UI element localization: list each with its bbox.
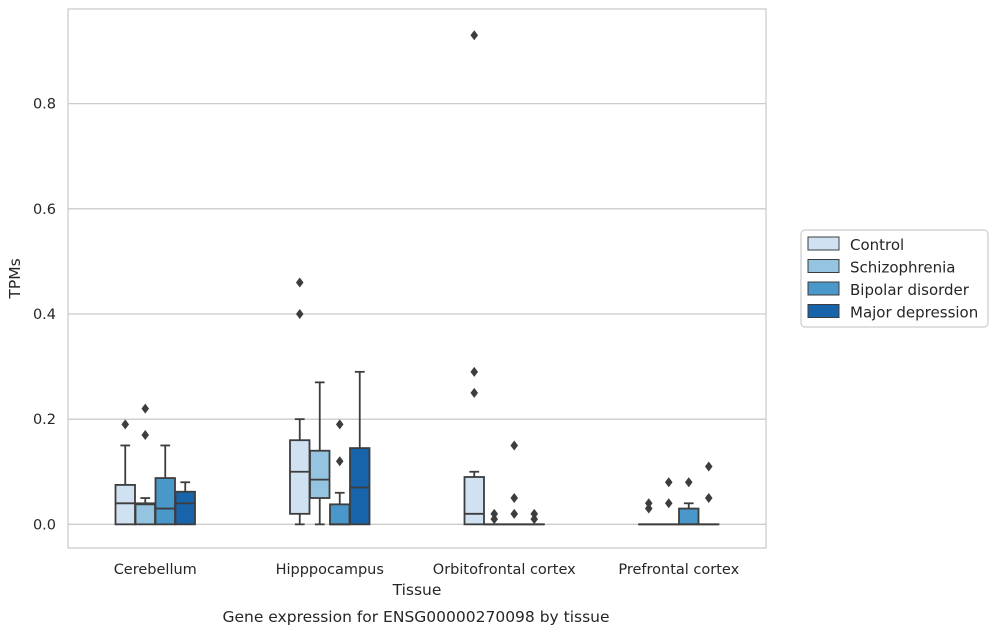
x-axis-label: Tissue	[392, 581, 442, 599]
legend-swatch	[807, 304, 840, 318]
box-0-1	[134, 403, 156, 526]
box-body	[309, 449, 331, 499]
box-0-2	[154, 444, 176, 526]
outlier-point	[664, 477, 673, 488]
legend-swatch	[807, 236, 840, 251]
x-tick-labels: Cerebellum Hipppocampus Orbitofrontal cort…	[114, 562, 740, 578]
x-tick-label: Hipppocampus	[276, 562, 384, 578]
box-1-2	[329, 419, 351, 526]
box-3-2	[678, 477, 700, 526]
chart-caption: Gene expression for ENSG00000270098 by t…	[222, 608, 609, 626]
box-2-1	[483, 508, 505, 526]
outlier-point	[470, 366, 479, 377]
outlier-point	[121, 419, 130, 430]
box-0-0	[114, 419, 136, 526]
y-tick-label: 0.6	[33, 202, 56, 218]
box-body	[154, 477, 176, 526]
outlier-point	[335, 419, 344, 430]
outlier-point	[644, 503, 653, 514]
y-tick-label: 0.2	[33, 412, 56, 428]
box-1-1	[309, 381, 331, 526]
legend-label: Bipolar disorder	[850, 281, 970, 299]
outlier-point	[664, 498, 673, 509]
outlier-point	[335, 456, 344, 467]
gridlines	[68, 103, 766, 525]
outlier-point	[295, 277, 304, 288]
boxes	[114, 30, 720, 526]
legend-item: Schizophrenia	[807, 259, 955, 277]
outlier-point	[141, 403, 150, 414]
x-tick-label: Orbitofrontal cortex	[433, 562, 576, 578]
box-body	[114, 483, 136, 526]
outlier-point	[510, 440, 519, 451]
y-tick-label: 0.8	[33, 97, 56, 113]
legend: Control Schizophrenia Bipolar disorder Majo…	[800, 229, 989, 328]
outlier-point	[141, 429, 150, 440]
outlier-point	[295, 308, 304, 319]
box-0-3	[174, 481, 196, 526]
outlier-point	[510, 508, 519, 519]
y-tick-labels: 0.0 0.2 0.4 0.6 0.8	[33, 97, 56, 534]
box-body	[329, 503, 351, 526]
box-body	[174, 490, 196, 526]
box-2-0	[463, 30, 485, 526]
legend-item: Major depression	[807, 304, 978, 322]
box-body	[349, 447, 371, 526]
box-body	[463, 476, 485, 526]
outlier-point	[470, 387, 479, 398]
box-2-3	[523, 508, 545, 526]
legend-label: Control	[850, 236, 904, 254]
box-1-0	[289, 277, 311, 526]
y-tick-label: 0.0	[33, 517, 56, 533]
y-tick-label: 0.4	[33, 307, 56, 323]
y-axis-label: TPMs	[6, 258, 24, 299]
legend-item: Bipolar disorder	[807, 281, 970, 299]
outlier-point	[510, 493, 519, 504]
box-3-0	[638, 498, 660, 526]
outlier-point	[644, 498, 653, 509]
outlier-point	[684, 477, 693, 488]
outlier-point	[704, 493, 713, 504]
outlier-point	[490, 508, 499, 519]
legend-swatch	[807, 281, 840, 296]
box-3-3	[698, 461, 720, 526]
legend-label: Major depression	[850, 304, 978, 322]
box-body	[289, 439, 311, 515]
outlier-point	[530, 508, 539, 519]
outlier-point	[490, 514, 499, 525]
legend-item: Control	[807, 236, 904, 254]
box-3-1	[658, 477, 680, 526]
outlier-point	[470, 30, 479, 41]
x-tick-label: Cerebellum	[114, 562, 197, 578]
box-1-3	[349, 370, 371, 526]
legend-label: Schizophrenia	[850, 259, 955, 277]
box-body	[134, 502, 156, 526]
x-tick-label: Prefrontal cortex	[618, 562, 739, 578]
outlier-point	[704, 461, 713, 472]
legend-frame	[800, 229, 989, 328]
box-2-2	[503, 440, 525, 526]
box-body	[678, 507, 700, 526]
legend-swatch	[807, 259, 840, 273]
outlier-point	[530, 514, 539, 525]
plot-frame	[67, 8, 767, 549]
